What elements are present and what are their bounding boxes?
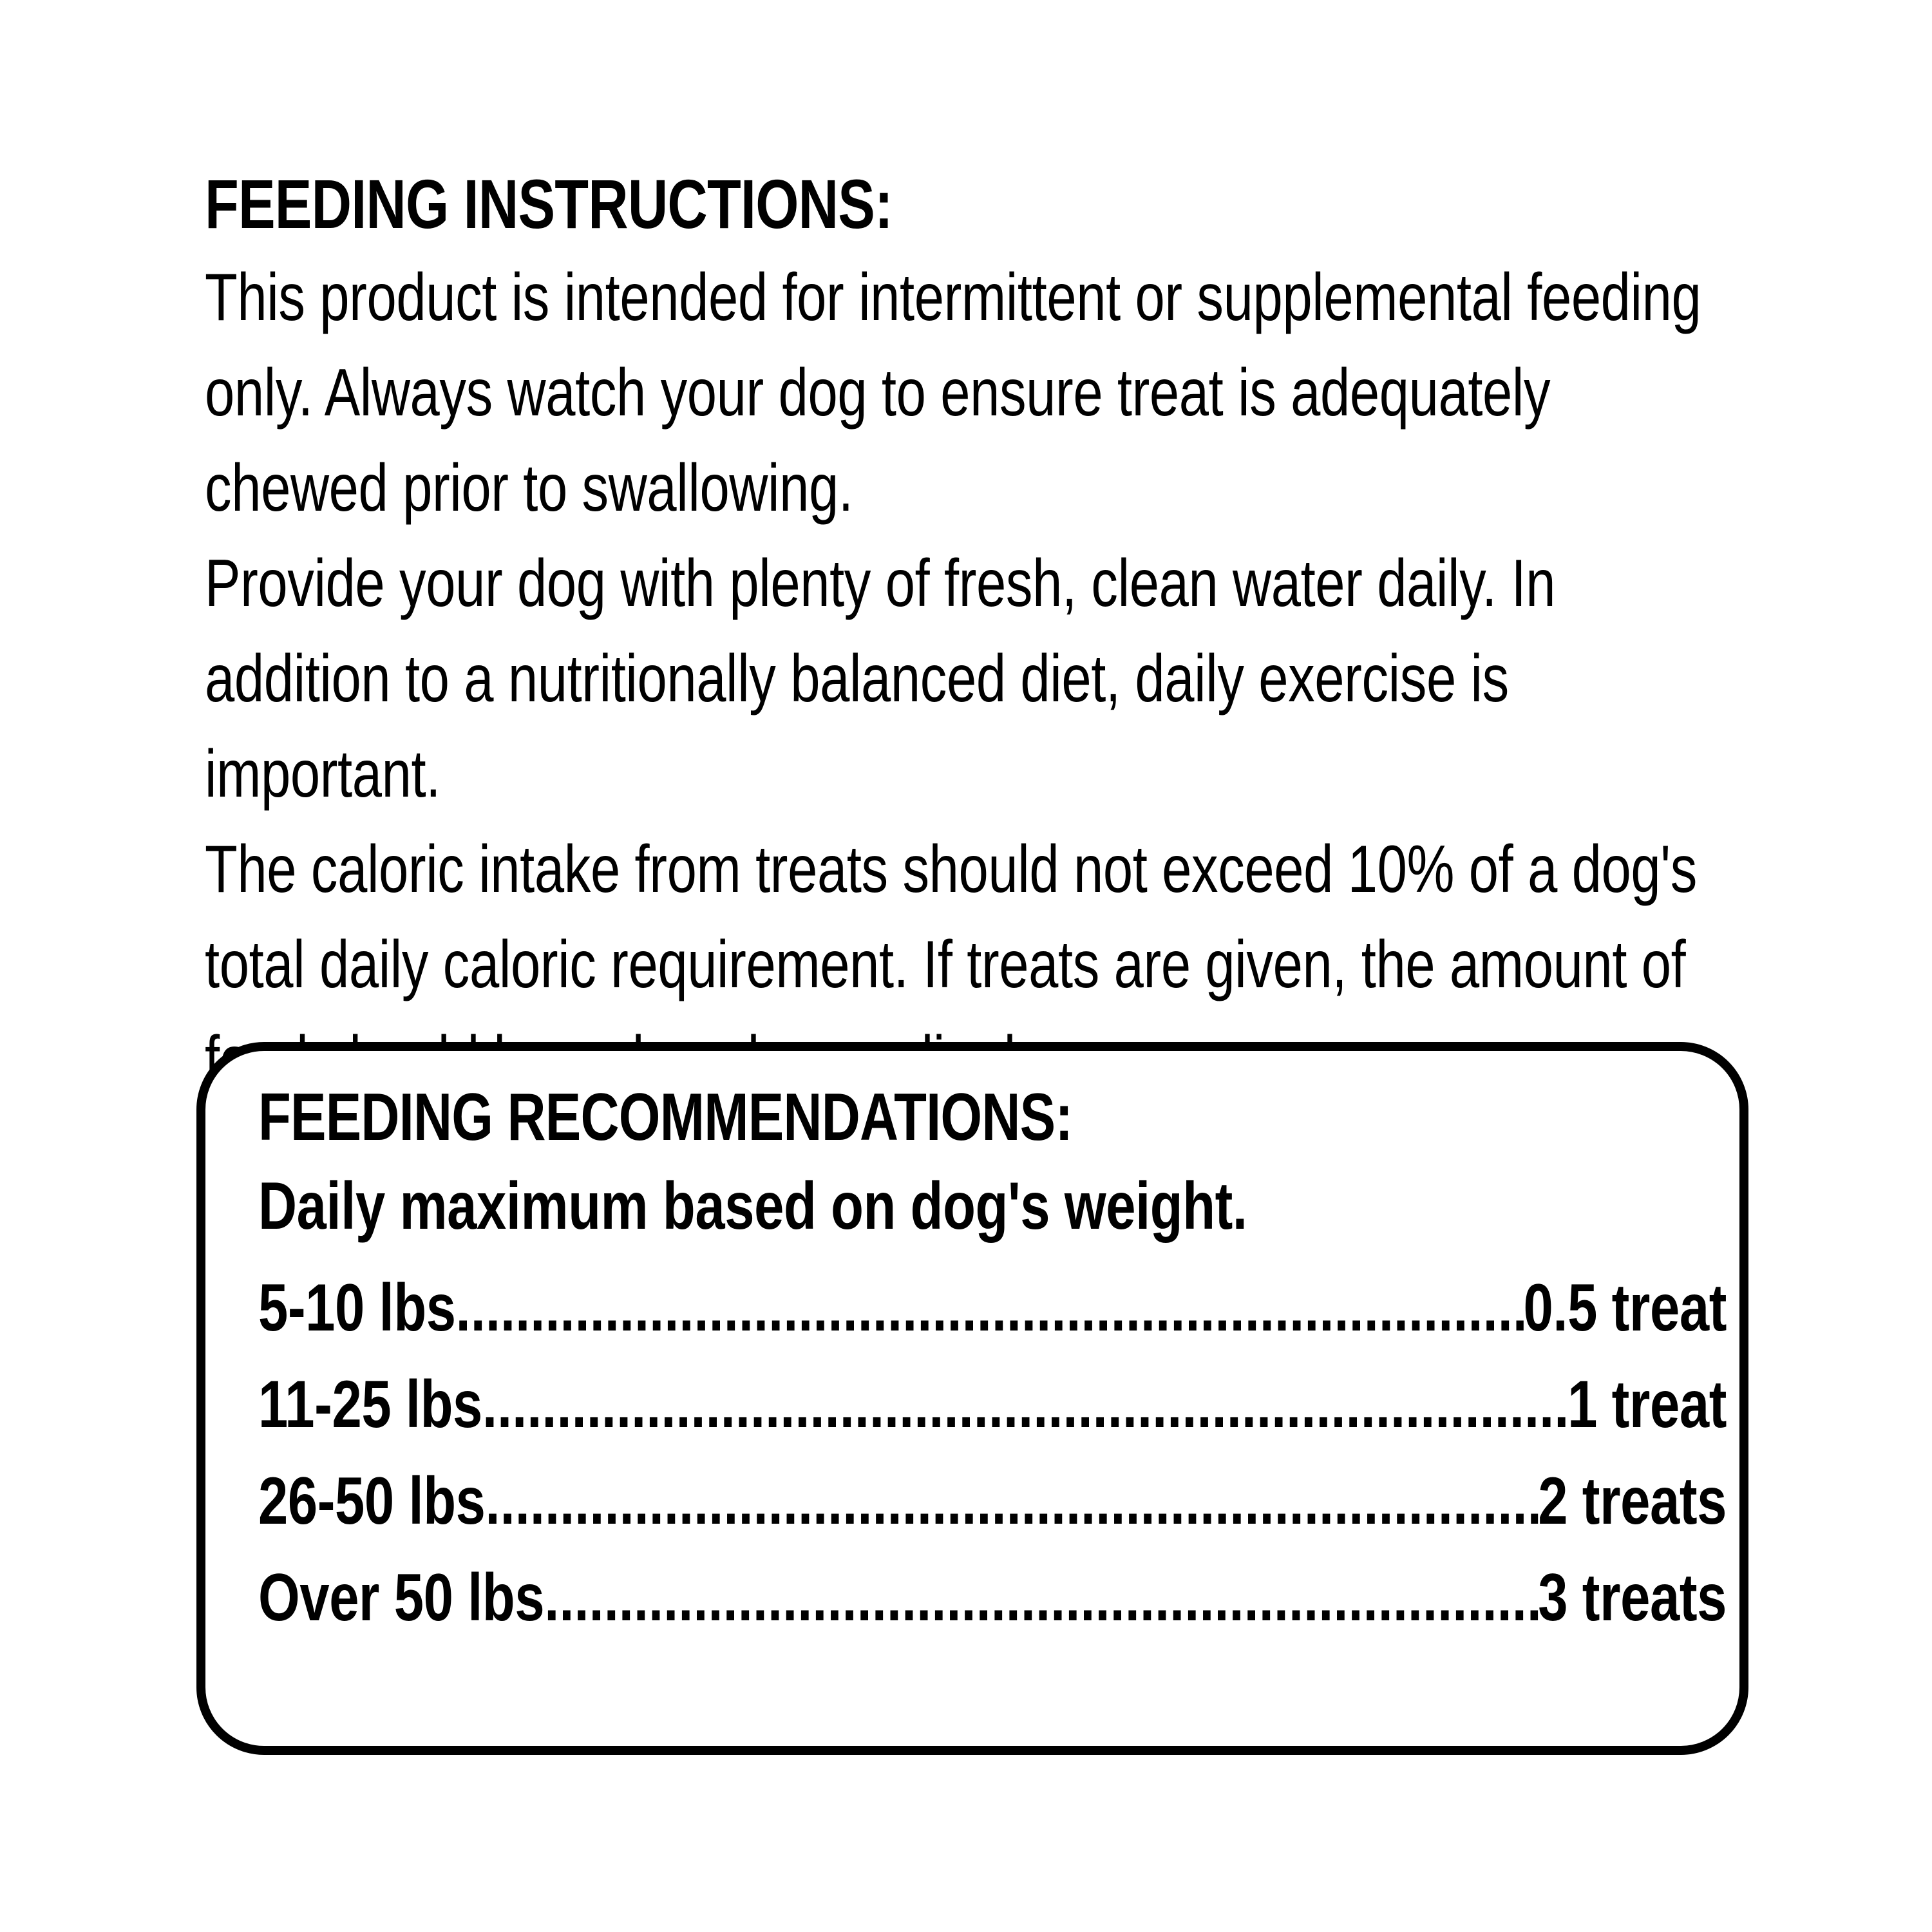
treat-amount-value: 2 treats — [1538, 1464, 1727, 1539]
instructions-paragraph-1: This product is intended for intermitten… — [205, 260, 1701, 526]
feeding-row: Over 50 lbs ............................… — [258, 1549, 1727, 1646]
dot-leader: ........................................… — [482, 1367, 1568, 1442]
dot-leader: ........................................… — [485, 1464, 1539, 1539]
weight-range-label: 5-10 lbs — [258, 1271, 456, 1345]
feeding-instructions-section: FEEDING INSTRUCTIONS: This product is in… — [205, 166, 1738, 1108]
weight-range-label: 11-25 lbs — [258, 1367, 482, 1442]
treat-amount-value: 0.5 treat — [1523, 1271, 1727, 1345]
feeding-recommendations-content: FEEDING RECOMMENDATIONS: Daily maximum b… — [258, 1077, 1727, 1646]
dot-leader: ........................................… — [455, 1271, 1524, 1345]
feeding-row: 11-25 lbs ..............................… — [258, 1356, 1727, 1453]
feeding-recommendations-heading: FEEDING RECOMMENDATIONS: — [258, 1080, 1073, 1155]
feeding-row: 5-10 lbs ...............................… — [258, 1260, 1727, 1356]
feeding-recommendations-box: FEEDING RECOMMENDATIONS: Daily maximum b… — [196, 1042, 1748, 1755]
treat-amount-value: 3 treats — [1538, 1560, 1727, 1635]
feeding-recommendations-rows: 5-10 lbs ...............................… — [258, 1260, 1727, 1646]
weight-range-label: 26-50 lbs — [258, 1464, 486, 1539]
feeding-row: 26-50 lbs ..............................… — [258, 1453, 1727, 1549]
feeding-instructions-heading: FEEDING INSTRUCTIONS: — [205, 165, 893, 243]
treat-amount-value: 1 treat — [1567, 1367, 1727, 1442]
dot-leader: ........................................… — [544, 1560, 1539, 1635]
weight-range-label: Over 50 lbs — [258, 1560, 545, 1635]
instructions-paragraph-2: Provide your dog with plenty of fresh, c… — [205, 546, 1556, 811]
feeding-recommendations-subheading: Daily maximum based on dog's weight. — [258, 1169, 1247, 1244]
